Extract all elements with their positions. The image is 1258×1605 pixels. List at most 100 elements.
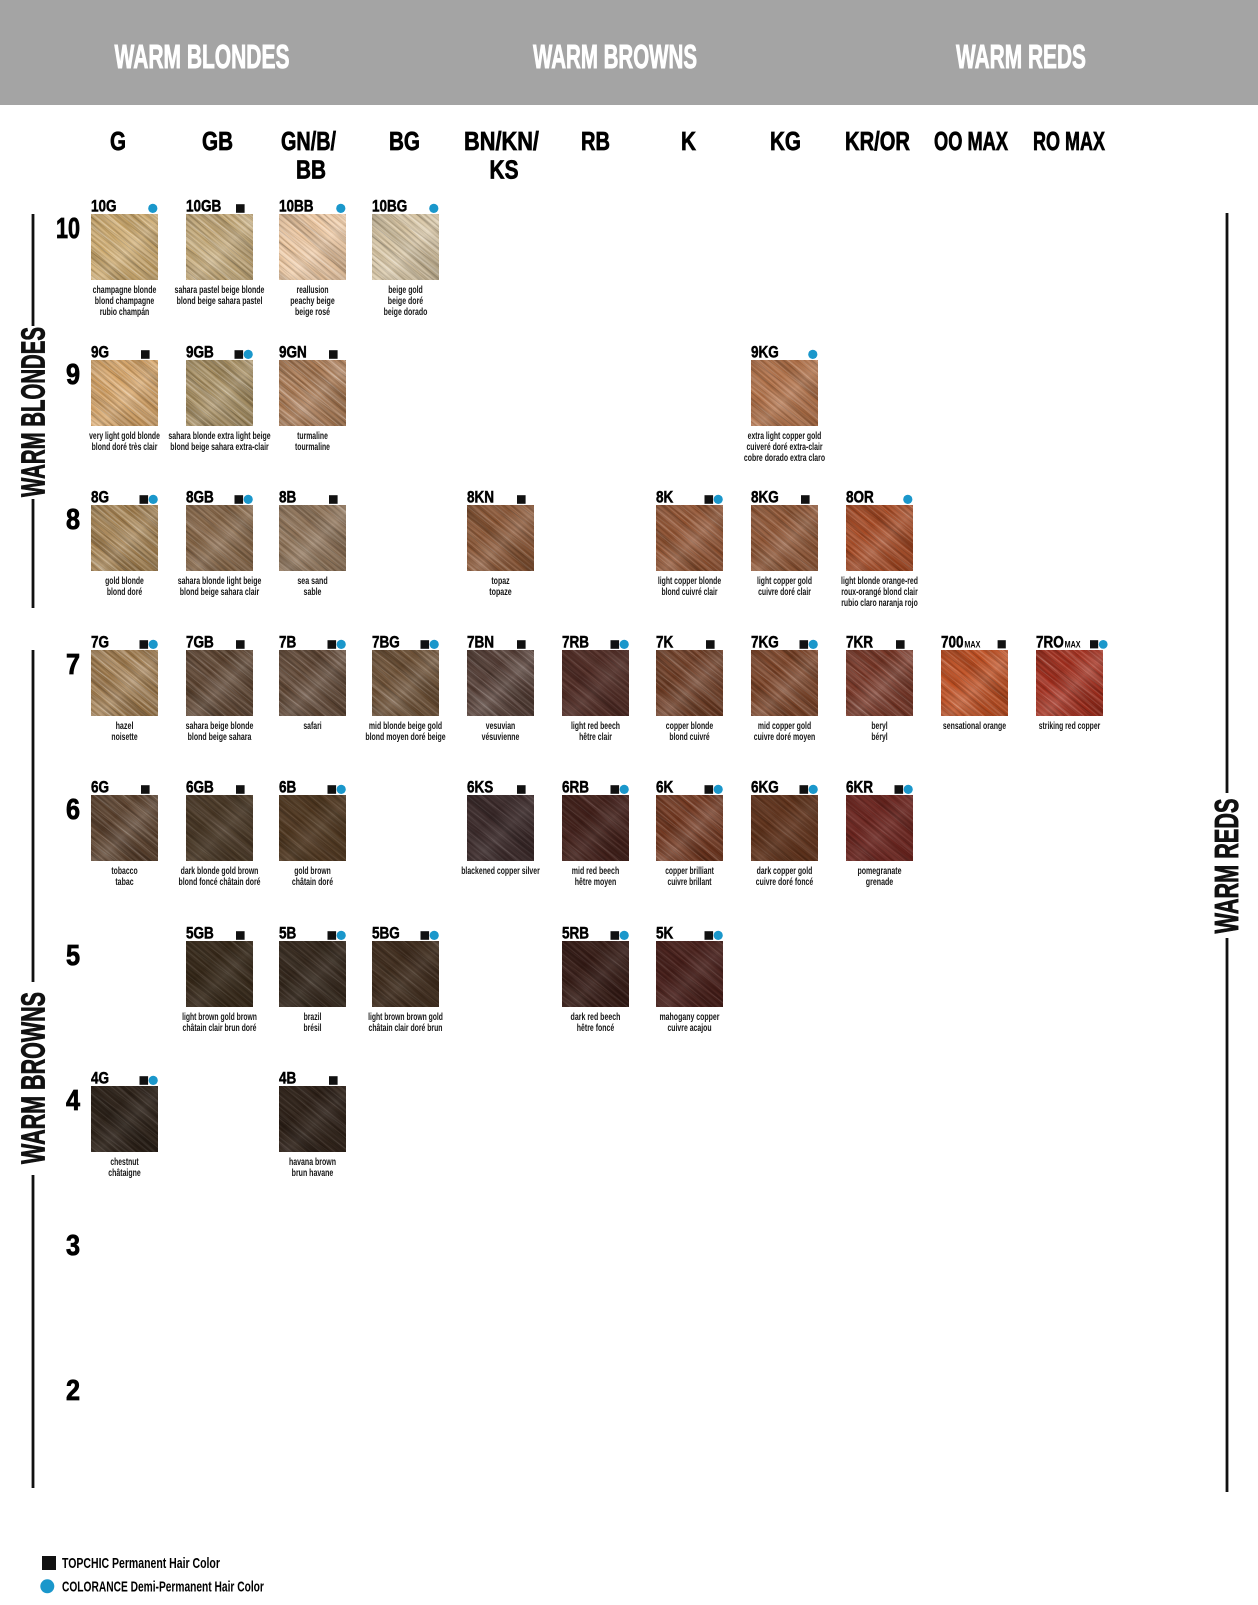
svg-text:peachy beige: peachy beige bbox=[290, 295, 335, 307]
svg-text:10BB: 10BB bbox=[279, 197, 314, 216]
svg-text:3: 3 bbox=[66, 1228, 80, 1261]
svg-text:700: 700 bbox=[941, 633, 964, 652]
svg-text:blond beige sahara extra-clair: blond beige sahara extra-clair bbox=[170, 441, 269, 453]
svg-text:béryl: béryl bbox=[871, 731, 887, 743]
svg-text:roux-orangé blond clair: roux-orangé blond clair bbox=[841, 586, 918, 598]
svg-text:TOPCHIC Permanent Hair Color: TOPCHIC Permanent Hair Color bbox=[62, 1555, 220, 1571]
svg-text:sahara beige blonde: sahara beige blonde bbox=[186, 720, 254, 732]
svg-text:K: K bbox=[681, 127, 696, 156]
svg-text:BG: BG bbox=[389, 127, 420, 156]
svg-text:8OR: 8OR bbox=[846, 488, 874, 507]
svg-text:blond foncé châtain doré: blond foncé châtain doré bbox=[179, 876, 261, 888]
svg-text:topaz: topaz bbox=[491, 575, 510, 587]
svg-text:9: 9 bbox=[66, 357, 80, 390]
svg-text:sea sand: sea sand bbox=[297, 575, 327, 587]
svg-text:hêtre clair: hêtre clair bbox=[579, 731, 612, 743]
svg-text:BB: BB bbox=[296, 155, 326, 184]
svg-text:8KG: 8KG bbox=[751, 488, 779, 507]
svg-text:WARM BLONDES: WARM BLONDES bbox=[115, 38, 290, 75]
svg-text:tourmaline: tourmaline bbox=[295, 441, 330, 453]
svg-text:cuiveré doré extra-clair: cuiveré doré extra-clair bbox=[746, 441, 823, 453]
svg-text:sahara blonde light beige: sahara blonde light beige bbox=[178, 575, 262, 587]
svg-text:GB: GB bbox=[202, 127, 233, 156]
svg-text:5K: 5K bbox=[656, 924, 673, 943]
svg-text:blond moyen doré beige: blond moyen doré beige bbox=[365, 731, 445, 743]
svg-text:châtaigne: châtaigne bbox=[108, 1167, 140, 1179]
svg-text:beige doré: beige doré bbox=[388, 295, 423, 307]
svg-text:blond cuivré: blond cuivré bbox=[669, 731, 709, 743]
svg-text:beige dorado: beige dorado bbox=[384, 306, 428, 318]
svg-text:6B: 6B bbox=[279, 778, 296, 797]
svg-text:châtain doré: châtain doré bbox=[292, 876, 333, 888]
svg-text:blond champagne: blond champagne bbox=[95, 295, 154, 307]
svg-text:6RB: 6RB bbox=[562, 778, 589, 797]
svg-text:8: 8 bbox=[66, 502, 80, 535]
svg-text:hazel: hazel bbox=[116, 720, 134, 732]
svg-text:sensational orange: sensational orange bbox=[943, 720, 1006, 732]
svg-text:hêtre moyen: hêtre moyen bbox=[575, 876, 617, 888]
svg-text:mahogany copper: mahogany copper bbox=[659, 1011, 719, 1023]
svg-text:4G: 4G bbox=[91, 1069, 109, 1088]
svg-text:blond beige sahara clair: blond beige sahara clair bbox=[180, 586, 260, 598]
svg-text:RO MAX: RO MAX bbox=[1033, 127, 1105, 156]
svg-text:G: G bbox=[110, 127, 126, 156]
svg-text:COLORANCE Demi-Permanent Hair: COLORANCE Demi-Permanent Hair Color bbox=[62, 1579, 264, 1595]
svg-text:WARM BLONDES: WARM BLONDES bbox=[14, 327, 51, 497]
svg-text:hêtre foncé: hêtre foncé bbox=[577, 1022, 614, 1034]
svg-text:WARM BROWNS: WARM BROWNS bbox=[15, 992, 52, 1164]
svg-text:KG: KG bbox=[770, 127, 801, 156]
svg-text:8KN: 8KN bbox=[467, 488, 494, 507]
svg-text:8B: 8B bbox=[279, 488, 296, 507]
svg-text:7RB: 7RB bbox=[562, 633, 589, 652]
svg-text:10BG: 10BG bbox=[372, 197, 407, 216]
svg-text:light red beech: light red beech bbox=[571, 720, 620, 732]
svg-text:copper brilliant: copper brilliant bbox=[665, 865, 714, 877]
svg-text:7BN: 7BN bbox=[467, 633, 494, 652]
svg-text:blond beige sahara pastel: blond beige sahara pastel bbox=[177, 295, 263, 307]
svg-text:very light gold blonde: very light gold blonde bbox=[89, 430, 160, 442]
svg-text:dark copper gold: dark copper gold bbox=[757, 865, 813, 877]
svg-text:7RO: 7RO bbox=[1036, 633, 1064, 652]
svg-text:9GN: 9GN bbox=[279, 343, 307, 362]
svg-text:havana brown: havana brown bbox=[289, 1156, 336, 1168]
svg-text:6KR: 6KR bbox=[846, 778, 873, 797]
svg-text:OO MAX: OO MAX bbox=[934, 127, 1008, 156]
svg-text:pomegranate: pomegranate bbox=[857, 865, 901, 877]
svg-text:WARM BROWNS: WARM BROWNS bbox=[533, 38, 697, 75]
svg-text:beige rosé: beige rosé bbox=[295, 306, 330, 318]
svg-text:rubio champán: rubio champán bbox=[100, 306, 150, 318]
svg-text:blond doré: blond doré bbox=[107, 586, 142, 598]
svg-text:7KR: 7KR bbox=[846, 633, 873, 652]
svg-text:copper blonde: copper blonde bbox=[666, 720, 714, 732]
svg-text:RB: RB bbox=[581, 127, 610, 156]
svg-text:gold blonde: gold blonde bbox=[105, 575, 144, 587]
svg-text:châtain clair doré brun: châtain clair doré brun bbox=[369, 1022, 443, 1034]
svg-text:blond doré très clair: blond doré très clair bbox=[92, 441, 158, 453]
svg-text:mid blonde beige gold: mid blonde beige gold bbox=[369, 720, 442, 732]
svg-text:mid copper gold: mid copper gold bbox=[758, 720, 811, 732]
svg-text:9KG: 9KG bbox=[751, 343, 779, 362]
svg-text:cobre dorado extra claro: cobre dorado extra claro bbox=[744, 452, 826, 464]
svg-text:6GB: 6GB bbox=[186, 778, 214, 797]
svg-text:striking red copper: striking red copper bbox=[1039, 720, 1101, 732]
svg-text:KR/OR: KR/OR bbox=[845, 127, 910, 156]
svg-text:noisette: noisette bbox=[111, 731, 137, 743]
svg-text:10: 10 bbox=[56, 213, 80, 245]
svg-text:brun havane: brun havane bbox=[292, 1167, 334, 1179]
svg-text:WARM REDS: WARM REDS bbox=[1209, 799, 1246, 934]
svg-text:tabac: tabac bbox=[115, 876, 133, 888]
svg-text:vesuvian: vesuvian bbox=[486, 720, 516, 732]
svg-text:cuivre acajou: cuivre acajou bbox=[667, 1022, 711, 1034]
svg-text:10G: 10G bbox=[91, 197, 117, 216]
svg-text:safari: safari bbox=[303, 720, 321, 732]
svg-text:4B: 4B bbox=[279, 1069, 296, 1088]
svg-text:5B: 5B bbox=[279, 924, 296, 943]
svg-text:blond cuivré clair: blond cuivré clair bbox=[661, 586, 718, 598]
svg-text:5: 5 bbox=[66, 938, 80, 971]
svg-text:light blonde orange-red: light blonde orange-red bbox=[841, 575, 918, 587]
svg-text:light brown brown gold: light brown brown gold bbox=[368, 1011, 443, 1023]
svg-text:8K: 8K bbox=[656, 488, 673, 507]
svg-text:light copper blonde: light copper blonde bbox=[658, 575, 721, 587]
svg-text:grenade: grenade bbox=[866, 876, 894, 888]
svg-text:champagne blonde: champagne blonde bbox=[93, 284, 157, 296]
